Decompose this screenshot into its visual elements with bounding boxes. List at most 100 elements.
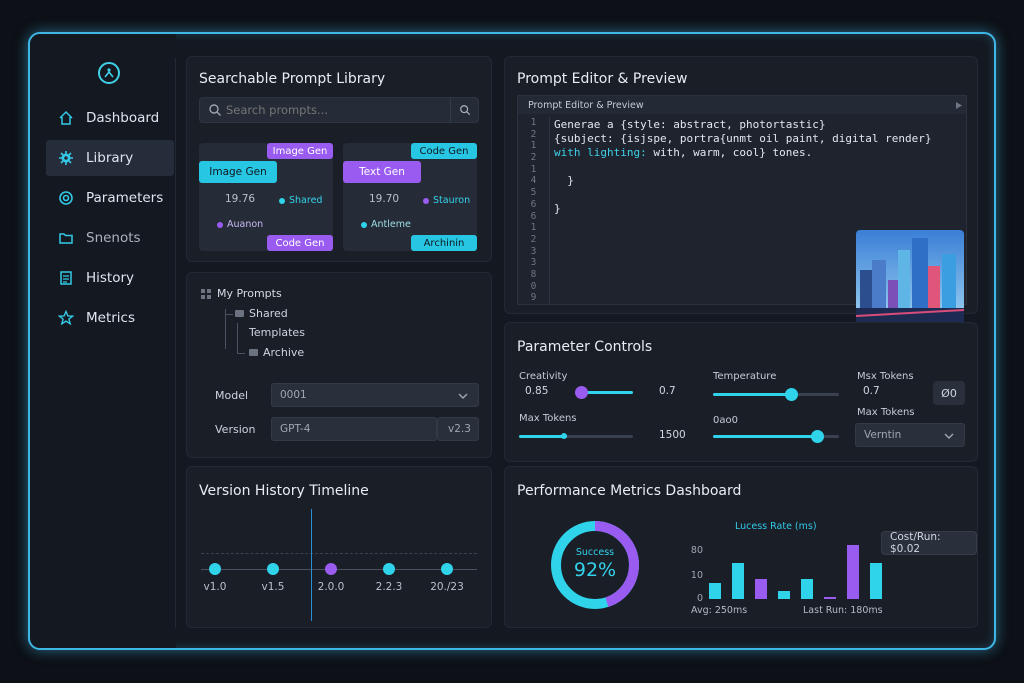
sidebar-item-history[interactable]: History <box>46 260 174 296</box>
sidebar-item-metrics[interactable]: Metrics <box>46 300 174 336</box>
version-value: GPT-4 <box>280 423 311 435</box>
line-number: 1 <box>530 163 537 175</box>
line-number: 0 <box>530 280 537 292</box>
code-line: with lighting: with, warm, cool} tones. <box>554 146 813 159</box>
chart-bar <box>778 591 790 599</box>
chart-bar <box>801 579 813 599</box>
chevron-down-icon <box>944 433 954 439</box>
line-number: 3 <box>530 245 537 257</box>
right-max-tokens-label-2: Max Tokens <box>857 407 915 418</box>
tree-item-templates[interactable]: Templates <box>239 326 305 339</box>
search-input[interactable] <box>226 101 446 119</box>
line-number: 9 <box>530 292 537 304</box>
preview-image <box>856 230 964 326</box>
model-label: Model <box>215 389 249 402</box>
chart-bar <box>847 545 859 599</box>
version-history-panel: Version History Timeline v1.0 v1.5 2.0.0 2.… <box>186 466 492 628</box>
slider-handle[interactable] <box>575 386 588 399</box>
timeline-node[interactable] <box>441 563 453 575</box>
sidebar-item-label: Library <box>86 150 134 166</box>
temperature-slider[interactable] <box>713 388 839 401</box>
max-tokens-value: 1500 <box>659 429 686 441</box>
timeline-node[interactable] <box>209 563 221 575</box>
search-icon <box>459 105 470 116</box>
sidebar-item-label: Snenots <box>86 230 141 246</box>
category-tag[interactable]: Archinin <box>411 235 477 251</box>
tree-item-shared[interactable]: Shared <box>235 307 288 320</box>
line-number: 5 <box>530 187 537 199</box>
timeline-version-label: 20./23 <box>430 581 464 593</box>
code-line: } <box>554 174 574 187</box>
line-number: 8 <box>530 268 537 280</box>
timeline-node[interactable] <box>267 563 279 575</box>
sidebar-item-label: History <box>86 270 135 286</box>
line-number: 4 <box>530 175 537 187</box>
sidebar-item-snenots[interactable]: Snenots <box>46 220 174 256</box>
version-tag[interactable]: v2.3 <box>437 417 479 441</box>
my-prompts-panel: My Prompts Shared Templates Archive Mode… <box>186 272 492 458</box>
success-gauge: Success 92% <box>549 519 641 611</box>
status-text: Shared <box>289 195 323 206</box>
y-tick-label: 80 <box>690 545 703 556</box>
card-meta-author: Antleme <box>361 219 411 230</box>
prompt-card[interactable]: Code Gen Text Gen 19.70 Stauron Antleme … <box>343 143 477 251</box>
creativity-label: Creativity <box>519 371 568 382</box>
version-select[interactable]: Verntin <box>855 423 965 447</box>
timeline-node[interactable] <box>383 563 395 575</box>
home-icon <box>58 110 74 126</box>
folder-icon <box>235 310 244 317</box>
line-number: 3 <box>530 257 537 269</box>
prompt-card[interactable]: Image Gen Image Gen 19.76 Shared Auanon … <box>199 143 333 251</box>
sidebar-item-library[interactable]: Library <box>46 140 174 176</box>
creativity-slider[interactable] <box>575 386 633 399</box>
bar-chart <box>709 539 882 629</box>
card-meta-status: Stauron <box>423 195 470 206</box>
avg-latency: Avg: 250ms <box>691 605 748 616</box>
version-field[interactable]: GPT-4 <box>271 417 437 441</box>
oaoo-slider[interactable] <box>713 430 839 443</box>
line-number: 2 <box>530 233 537 245</box>
timeline-version-label: 2.2.3 <box>375 581 403 593</box>
sidebar-item-label: Dashboard <box>86 110 160 126</box>
category-tag[interactable]: Image Gen <box>267 143 333 159</box>
card-number: 19.76 <box>225 193 256 205</box>
slider-handle[interactable] <box>561 433 567 439</box>
timeline-cursor[interactable] <box>311 509 312 621</box>
category-tag[interactable]: Code Gen <box>411 143 477 159</box>
token-toggle-button[interactable]: Ø0 <box>933 381 965 405</box>
max-tokens-label: Max Tokens <box>519 413 577 424</box>
search-button[interactable] <box>450 98 478 122</box>
tree-root[interactable]: My Prompts <box>201 287 282 300</box>
slider-handle[interactable] <box>811 430 824 443</box>
tree-item-label: Templates <box>249 326 305 339</box>
code-line <box>554 160 932 174</box>
chart-bar <box>870 563 882 599</box>
list-icon <box>58 270 74 286</box>
tree-item-label: Shared <box>249 307 288 320</box>
prompt-library-panel: Searchable Prompt Library Image Gen Imag… <box>186 56 492 262</box>
last-run-latency: Last Run: 180ms <box>803 605 883 616</box>
performance-metrics-panel: Performance Metrics Dashboard Success 92… <box>504 466 978 628</box>
version-tag-text: v2.3 <box>448 423 471 435</box>
author-text: Auanon <box>227 219 264 230</box>
model-select[interactable]: 0001 <box>271 383 479 407</box>
play-icon[interactable] <box>956 102 962 109</box>
slider-handle[interactable] <box>785 388 798 401</box>
sidebar-item-parameters[interactable]: Parameters <box>46 180 174 216</box>
code-content[interactable]: Generae a {style: abstract, photortastic… <box>554 118 932 216</box>
tree-item-archive[interactable]: Archive <box>249 346 304 359</box>
category-tag[interactable]: Code Gen <box>267 235 333 251</box>
card-category: Text Gen <box>343 161 421 183</box>
timeline-node[interactable] <box>325 563 337 575</box>
timeline-version-label: v1.0 <box>203 581 227 593</box>
line-number: 1 <box>530 117 537 128</box>
sidebar-item-label: Metrics <box>86 310 136 326</box>
success-label: Success <box>575 547 615 558</box>
oaoo-label: 0ao0 <box>713 415 738 426</box>
sidebar-item-dashboard[interactable]: Dashboard <box>46 100 174 136</box>
model-value: 0001 <box>280 389 307 401</box>
creativity-value: 0.85 <box>525 385 549 397</box>
max-tokens-slider[interactable] <box>519 433 633 439</box>
code-line: {subject: {isjspe, portra{unmt oil paint… <box>554 132 932 145</box>
